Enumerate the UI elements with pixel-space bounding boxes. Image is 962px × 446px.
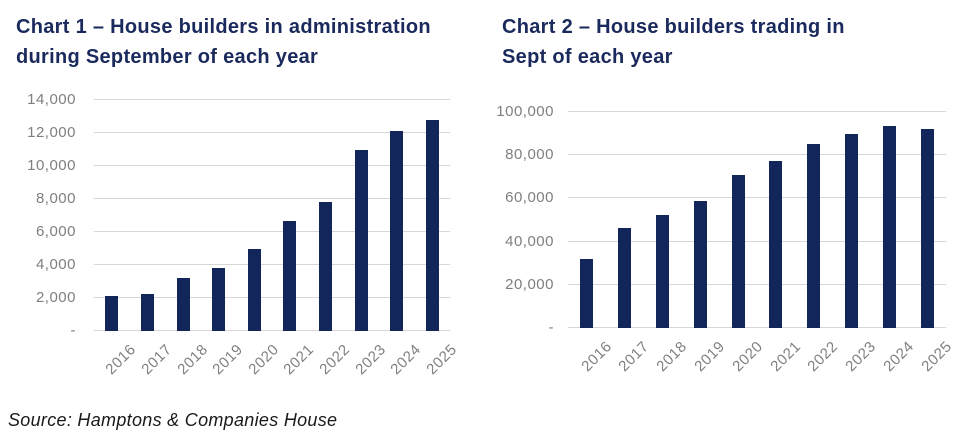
source-note: Source: Hamptons & Companies House	[8, 410, 338, 430]
bar-2021	[769, 160, 783, 328]
x-tick-label: 2023	[351, 341, 390, 379]
chart-2-plot-area	[568, 111, 946, 328]
bar-2023	[354, 149, 368, 331]
chart-2-title-line-1: Chart 2 – House builders trading in	[502, 16, 845, 38]
chart-2-house-builders-trading: Chart 2 – House builders trading in Sept…	[486, 12, 955, 393]
x-tick-label: 2016	[577, 338, 615, 376]
x-tick-label: 2025	[918, 338, 956, 376]
x-tick-label: 2018	[173, 341, 212, 379]
y-tick-label: 10,000	[27, 157, 76, 174]
chart-1-plot-area	[94, 99, 450, 331]
y-tick-label: 14,000	[27, 91, 76, 108]
gridline	[94, 297, 450, 298]
bar-2018	[176, 278, 190, 331]
y-tick-label: 100,000	[496, 103, 554, 120]
chart-1-title: Chart 1 – House builders in administrati…	[16, 12, 450, 72]
y-tick-label: 20,000	[505, 275, 554, 293]
x-tick-label: 2017	[615, 338, 653, 376]
gridline	[94, 231, 450, 232]
gridline	[94, 330, 450, 331]
bar-2023	[845, 133, 858, 328]
gridline	[568, 283, 946, 285]
chart-1-y-axis: - 2,000 4,000 6,000 8,000 10,000 12,000 14,000	[16, 91, 76, 339]
bar-2019	[693, 200, 707, 328]
x-tick-label: 2018	[653, 338, 691, 376]
bar-2016	[105, 296, 119, 331]
chart-1-plot-column: 2016 2017 2018 2019 2020 2021 2022 2023 2024 2025	[94, 99, 460, 393]
y-tick-label: 80,000	[505, 146, 554, 164]
chart-2-y-axis: - 20,000 40,000 60,000 80,000 100,000	[486, 103, 554, 336]
x-tick-label: 2020	[729, 338, 767, 376]
bar-2025	[425, 119, 439, 331]
chart-1-title-line-1: Chart 1 – House builders in administrati…	[16, 16, 431, 38]
bar-2017	[140, 293, 154, 331]
x-tick-label: 2016	[102, 341, 140, 379]
bar-2016	[580, 258, 594, 328]
charts-row: Chart 1 – House builders in administrati…	[16, 12, 955, 393]
bar-2017	[618, 227, 632, 328]
chart-2-plot-row: -20,000 40,000 60,000 80,000 100,000 2016 201…	[486, 103, 955, 390]
x-tick-label: 2023	[842, 338, 880, 376]
gridline	[94, 165, 450, 166]
x-tick-label: 2020	[245, 341, 283, 379]
y-tick-label: 4,000	[35, 256, 76, 274]
y-tick-label: 2,000	[35, 289, 76, 307]
gridline	[94, 198, 450, 199]
y-tick-label: 6,000	[35, 223, 76, 240]
chart-2-title-line-2: Sept of each year	[502, 46, 673, 68]
gridline	[568, 240, 946, 242]
x-tick-label: 2019	[209, 341, 247, 379]
bar-2025	[920, 129, 934, 328]
chart-1-title-line-2: during September of each year	[16, 46, 319, 68]
bar-2019	[212, 268, 226, 331]
chart-1-x-axis: 2016 2017 2018 2019 2020 2021 2022 2023 2024 2025	[94, 331, 460, 393]
x-tick-label: 2021	[280, 341, 318, 379]
x-tick-label: 2024	[880, 338, 918, 376]
x-tick-label: 2019	[691, 338, 729, 376]
chart-2-plot-column: 2016 2017 2018 2019 2020 2021 2022 2023 2024 2025	[568, 111, 955, 390]
y-tick-label: -	[548, 319, 554, 336]
bar-2024	[390, 131, 404, 331]
bar-2022	[318, 202, 332, 331]
gridline	[568, 154, 946, 156]
gridline	[94, 264, 450, 265]
gridline	[568, 327, 946, 328]
chart-2-title: Chart 2 – House builders trading in Sept…	[486, 12, 946, 72]
x-tick-label: 2024	[387, 341, 425, 379]
gridline	[568, 111, 946, 112]
x-tick-label: 2025	[423, 341, 461, 379]
x-tick-label: 2017	[138, 341, 176, 379]
gridline	[568, 197, 946, 199]
y-tick-label: 60,000	[505, 189, 554, 207]
bar-2021	[283, 221, 297, 331]
bar-2022	[807, 144, 821, 328]
gridline	[94, 99, 450, 100]
bar-2020	[247, 249, 261, 331]
x-tick-label: 2022	[316, 341, 354, 379]
bar-2024	[882, 126, 896, 328]
y-tick-label: 40,000	[505, 232, 554, 250]
x-tick-label: 2021	[766, 338, 804, 376]
x-tick-label: 2022	[804, 338, 842, 376]
gridline	[94, 132, 450, 133]
y-tick-label: 8,000	[35, 190, 76, 208]
chart-1-house-builders-in-administration: Chart 1 – House builders in administrati…	[16, 12, 460, 393]
chart-1-plot-row: -2,000 4,000 6,000 8,000 10,000 12,000 14,000 …	[16, 91, 460, 393]
y-tick-label: -	[70, 322, 76, 339]
y-tick-label: 12,000	[27, 124, 76, 141]
chart-2-x-axis: 2016 2017 2018 2019 2020 2021 2022 2023 2024 2025	[568, 328, 955, 390]
bar-2018	[656, 214, 669, 328]
bar-2020	[731, 174, 745, 328]
